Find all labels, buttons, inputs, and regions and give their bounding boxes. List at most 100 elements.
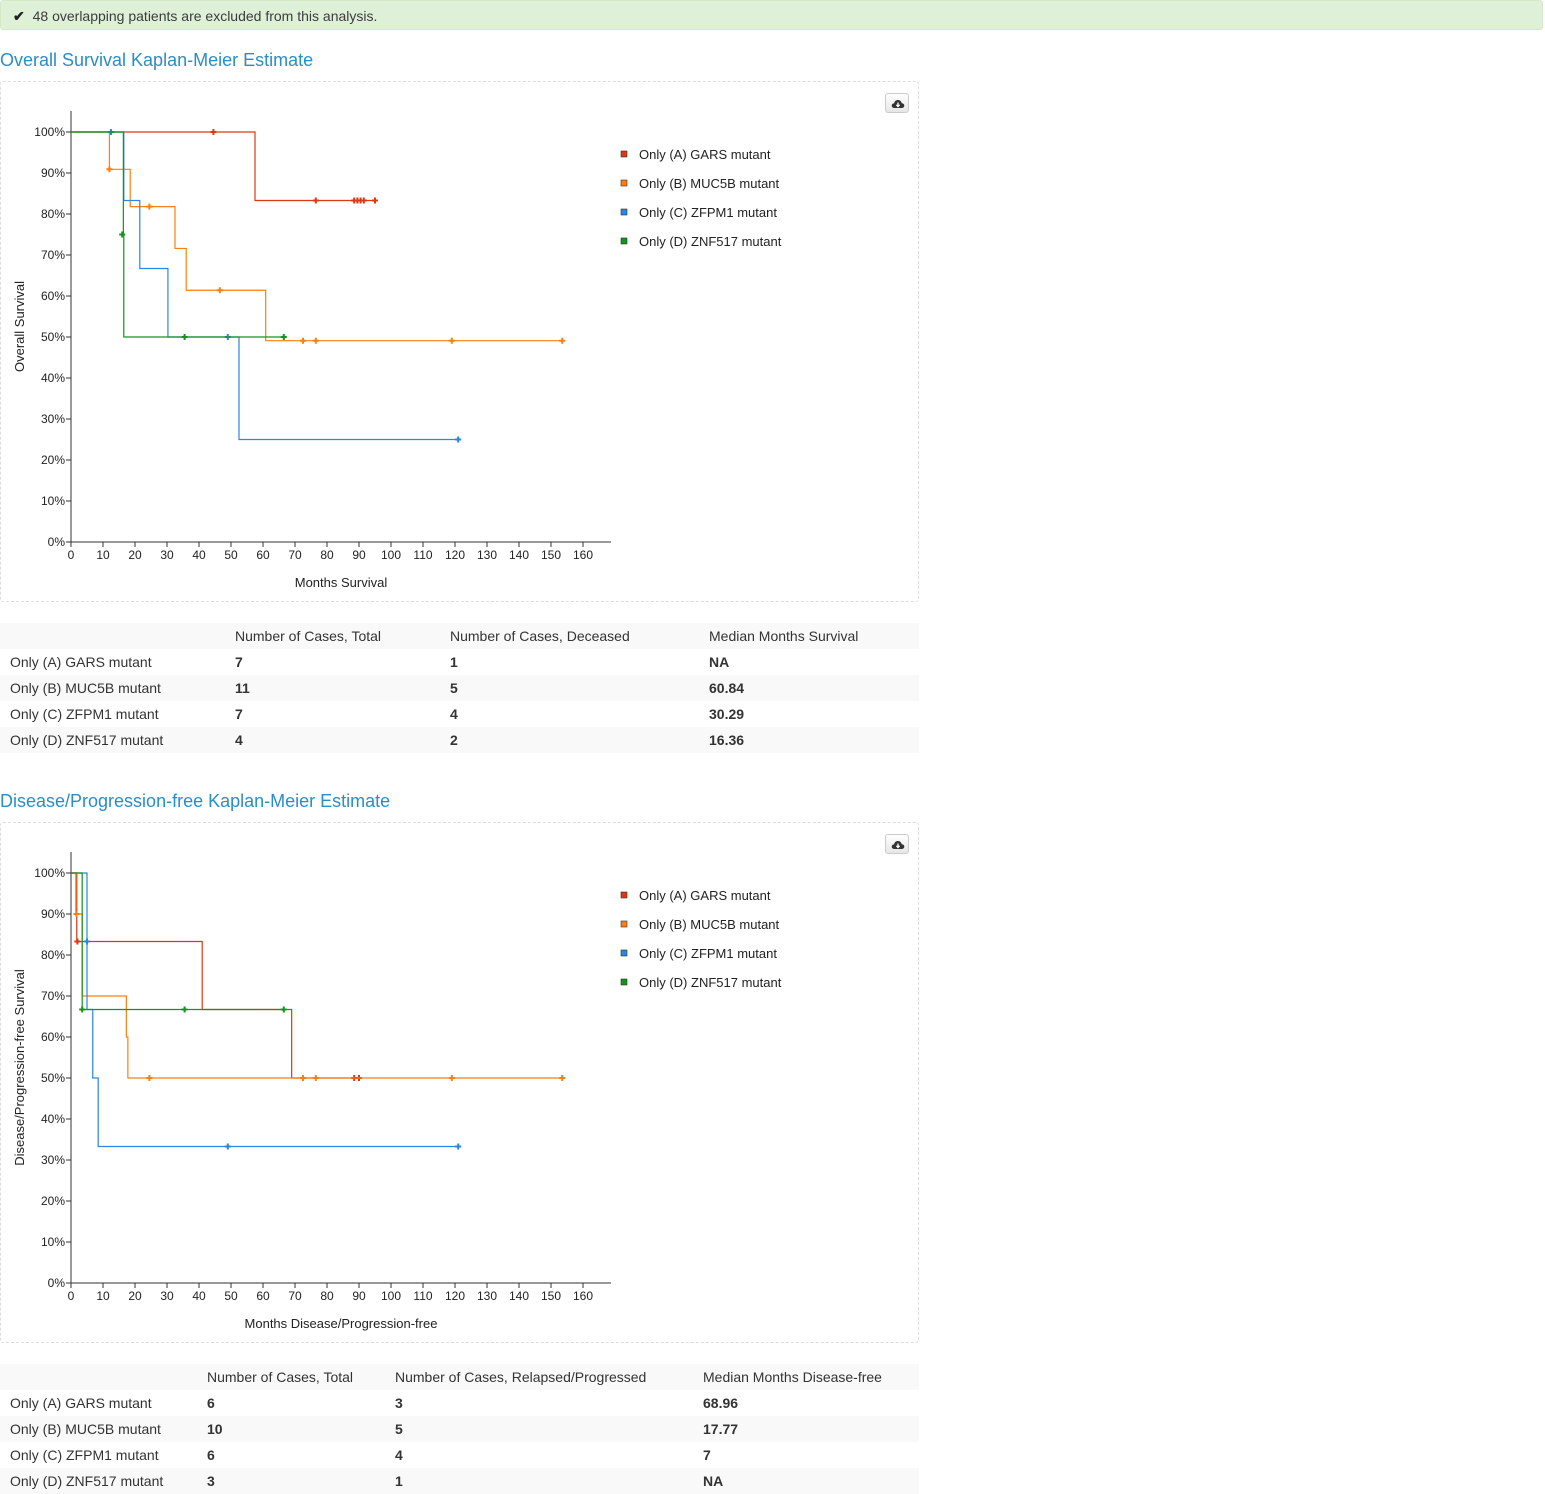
- y-tick-label: 20%: [41, 453, 65, 467]
- legend-swatch: [620, 891, 628, 899]
- x-tick-label: 100: [381, 548, 401, 562]
- x-tick-label: 160: [573, 1289, 593, 1303]
- total-cases-cell: 11: [235, 680, 250, 696]
- median-cell: 16.36: [709, 732, 745, 748]
- header-cell: Number of Cases, Total: [207, 1369, 354, 1385]
- table-row: Only (B) MUC5B mutant 11 5 60.84: [0, 675, 919, 701]
- x-axis-label: Months Survival: [295, 575, 388, 590]
- total-cases-cell: 10: [207, 1421, 223, 1437]
- y-tick-label: 40%: [41, 1112, 65, 1126]
- y-tick-label: 50%: [41, 1071, 65, 1085]
- censor-mark: [79, 1006, 86, 1013]
- events-cell: 5: [395, 1421, 403, 1437]
- legend-label: Only (B) MUC5B mutant: [639, 176, 780, 191]
- events-cell: 1: [450, 654, 458, 670]
- alert-text: 48 overlapping patients are excluded fro…: [32, 8, 378, 24]
- median-cell: 7: [703, 1447, 711, 1463]
- events-cell: 4: [395, 1447, 403, 1463]
- x-tick-label: 80: [320, 1289, 334, 1303]
- y-tick-label: 70%: [41, 248, 65, 262]
- x-tick-label: 0: [68, 548, 75, 562]
- x-tick-label: 60: [256, 548, 270, 562]
- censor-mark: [73, 911, 80, 917]
- censor-mark: [216, 287, 223, 294]
- legend-label: Only (C) ZFPM1 mutant: [639, 946, 777, 961]
- y-tick-label: 90%: [41, 907, 65, 921]
- censor-mark: [312, 197, 319, 204]
- group-name-cell: Only (A) GARS mutant: [10, 654, 152, 670]
- x-tick-label: 50: [224, 548, 238, 562]
- censor-mark: [224, 1143, 231, 1150]
- x-tick-label: 130: [477, 1289, 497, 1303]
- x-tick-label: 50: [224, 1289, 238, 1303]
- dfs-download-button[interactable]: [885, 834, 909, 854]
- y-tick-label: 90%: [41, 166, 65, 180]
- dfs-stats-table: Number of Cases, Total Number of Cases, …: [0, 1364, 919, 1494]
- survival-curve-1: [71, 872, 359, 1079]
- y-tick-label: 20%: [41, 1194, 65, 1208]
- header-cell: Number of Cases, Relapsed/Progressed: [395, 1369, 647, 1385]
- y-tick-label: 10%: [41, 494, 65, 508]
- header-cell: [0, 1364, 197, 1390]
- y-tick-label: 40%: [41, 371, 65, 385]
- group-name-cell: Only (A) GARS mutant: [10, 1395, 152, 1411]
- x-tick-label: 70: [288, 548, 302, 562]
- median-cell: 17.77: [703, 1421, 739, 1437]
- legend-swatch: [620, 208, 628, 216]
- censor-mark: [448, 1075, 455, 1081]
- y-tick-label: 70%: [41, 989, 65, 1003]
- group-name-cell: Only (D) ZNF517 mutant: [10, 1473, 164, 1489]
- censor-mark: [455, 436, 462, 443]
- censor-mark: [280, 334, 287, 340]
- events-cell: 4: [450, 706, 458, 722]
- legend-label: Only (D) ZNF517 mutant: [639, 975, 782, 990]
- y-tick-label: 50%: [41, 330, 65, 344]
- group-name-cell: Only (C) ZFPM1 mutant: [10, 706, 159, 722]
- x-tick-label: 150: [541, 548, 561, 562]
- os-chart-panel: [0, 81, 919, 602]
- y-axis-label: Overall Survival: [12, 281, 27, 372]
- x-tick-label: 30: [160, 1289, 174, 1303]
- y-tick-label: 30%: [41, 412, 65, 426]
- survival-curve-3: [71, 872, 459, 1148]
- y-tick-label: 60%: [41, 1030, 65, 1044]
- os-stats-table: Number of Cases, Total Number of Cases, …: [0, 623, 919, 753]
- events-cell: 2: [450, 732, 458, 748]
- y-tick-label: 10%: [41, 1235, 65, 1249]
- survival-curve-1: [71, 131, 375, 202]
- x-tick-label: 40: [192, 548, 206, 562]
- header-cell: [0, 623, 225, 649]
- legend-swatch: [620, 978, 628, 986]
- table-row: Only (C) ZFPM1 mutant 6 4 7: [0, 1442, 919, 1468]
- header-cell: Number of Cases, Deceased: [450, 628, 630, 644]
- censor-mark: [448, 337, 455, 344]
- total-cases-cell: 4: [235, 732, 243, 748]
- censor-mark: [146, 1075, 153, 1081]
- censor-mark: [360, 197, 367, 204]
- censor-mark: [106, 166, 113, 173]
- group-name-cell: Only (D) ZNF517 mutant: [10, 732, 164, 748]
- censor-mark: [210, 129, 217, 135]
- x-tick-label: 0: [68, 1289, 75, 1303]
- y-tick-label: 100%: [34, 125, 65, 139]
- table-row: Only (A) GARS mutant 6 3 68.96: [0, 1390, 919, 1416]
- censor-mark: [312, 337, 319, 344]
- survival-curve-2: [71, 131, 563, 342]
- censor-mark: [372, 197, 378, 204]
- censor-mark: [74, 938, 81, 945]
- table-row: Only (B) MUC5B mutant 10 5 17.77: [0, 1416, 919, 1442]
- events-cell: 3: [395, 1395, 403, 1411]
- cloud-download-icon: [891, 841, 905, 849]
- survival-curve-3: [71, 131, 459, 441]
- x-axis-label: Months Disease/Progression-free: [245, 1316, 438, 1331]
- censor-mark: [84, 938, 90, 945]
- legend-swatch: [620, 949, 628, 957]
- cloud-download-icon: [891, 100, 905, 108]
- legend-label: Only (D) ZNF517 mutant: [639, 234, 782, 249]
- x-tick-label: 10: [96, 548, 110, 562]
- os-download-button[interactable]: [885, 93, 909, 113]
- table-row: Only (D) ZNF517 mutant 4 2 16.36: [0, 727, 919, 753]
- y-tick-label: 0%: [48, 1276, 66, 1290]
- survival-curve-4: [71, 131, 284, 338]
- group-name-cell: Only (B) MUC5B mutant: [10, 1421, 161, 1437]
